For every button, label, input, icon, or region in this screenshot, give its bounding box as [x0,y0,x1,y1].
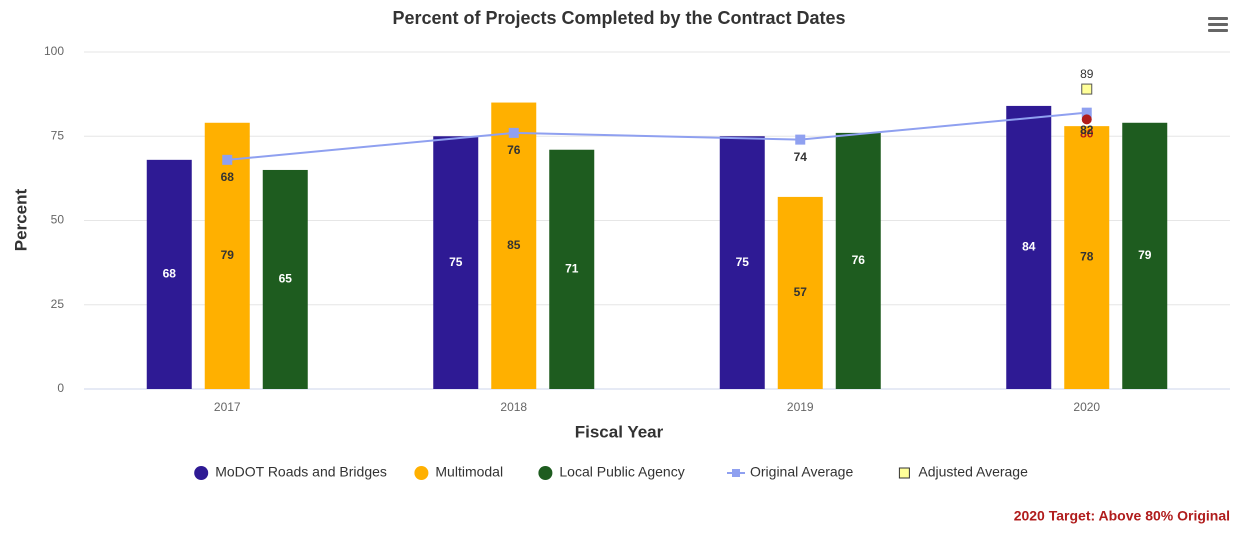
line-label: 76 [507,143,521,157]
legend-symbol [194,466,209,480]
line-point [508,127,519,138]
annotation: 2020 Target: Above 80% Original [1014,508,1230,524]
y-tick-label: 50 [51,213,65,227]
line [227,111,1087,161]
data-label: 75 [449,255,463,269]
legend-item[interactable]: Original Average [727,464,853,480]
line-point [1081,107,1092,118]
y-axis-label: Percent [11,188,30,251]
data-label: 68 [163,267,177,281]
bar [1006,105,1052,390]
data-label: 84 [1022,240,1036,254]
bar [262,169,308,389]
target-point [1081,114,1092,125]
data-label: 76 [852,253,866,267]
legend-symbol [898,467,910,479]
y-tick-label: 100 [44,44,64,58]
data-label: 71 [565,262,579,276]
bar [204,122,250,390]
bar [835,132,881,389]
line-label: 74 [794,150,808,164]
legend-label: Multimodal [435,464,503,480]
marks: 68 75 75 84 79 85 57 78 65 71 76 79 80 89 68 76 74 82 [146,67,1168,390]
x-tick-label: 2020 [1073,400,1100,414]
bar [1122,122,1168,390]
line-point [222,154,233,165]
line-label: 82 [1080,123,1094,137]
marker-label: 89 [1080,67,1094,81]
legend-item[interactable]: MoDOT Roads and Bridges [194,464,387,480]
legend-item[interactable]: Local Public Agency [538,464,685,480]
data-label: 85 [507,238,521,252]
target-label: 80 [1080,127,1094,141]
x-tick-label: 2017 [214,400,241,414]
legend-label: Adjusted Average [918,464,1028,480]
y-tick-label: 0 [57,381,64,395]
data-label: 57 [794,285,808,299]
bar [146,159,192,389]
bar [549,149,595,389]
data-label: 65 [279,272,293,286]
x-tick-label: 2019 [787,400,814,414]
bar [491,102,537,390]
data-label: 78 [1080,250,1094,264]
legend-symbol [414,466,429,480]
legend: MoDOT Roads and Bridges Multimodal Local P… [194,464,1028,480]
data-label: 79 [221,248,235,262]
line-point [795,134,806,145]
bar [719,136,765,389]
bar [777,196,823,389]
marker-point [1081,83,1093,95]
x-axis-label: Fiscal Year [575,422,664,441]
legend-label: MoDOT Roads and Bridges [215,464,387,480]
legend-item[interactable]: Adjusted Average [898,464,1028,480]
legend-item[interactable]: Multimodal [414,464,503,480]
line-label: 68 [221,170,235,184]
legend-label: Original Average [750,464,853,480]
bar [1064,126,1110,389]
data-label: 79 [1138,248,1152,262]
data-label: 75 [736,255,750,269]
legend-symbol [732,469,740,477]
menu-icon[interactable] [1208,17,1228,32]
legend-symbol [538,466,553,480]
y-tick-label: 75 [51,128,65,142]
chart-title: Percent of Projects Completed by the Con… [392,8,845,28]
x-tick-label: 2018 [500,400,527,414]
y-tick-label: 25 [51,297,65,311]
bar [433,136,479,389]
legend-label: Local Public Agency [559,464,684,480]
